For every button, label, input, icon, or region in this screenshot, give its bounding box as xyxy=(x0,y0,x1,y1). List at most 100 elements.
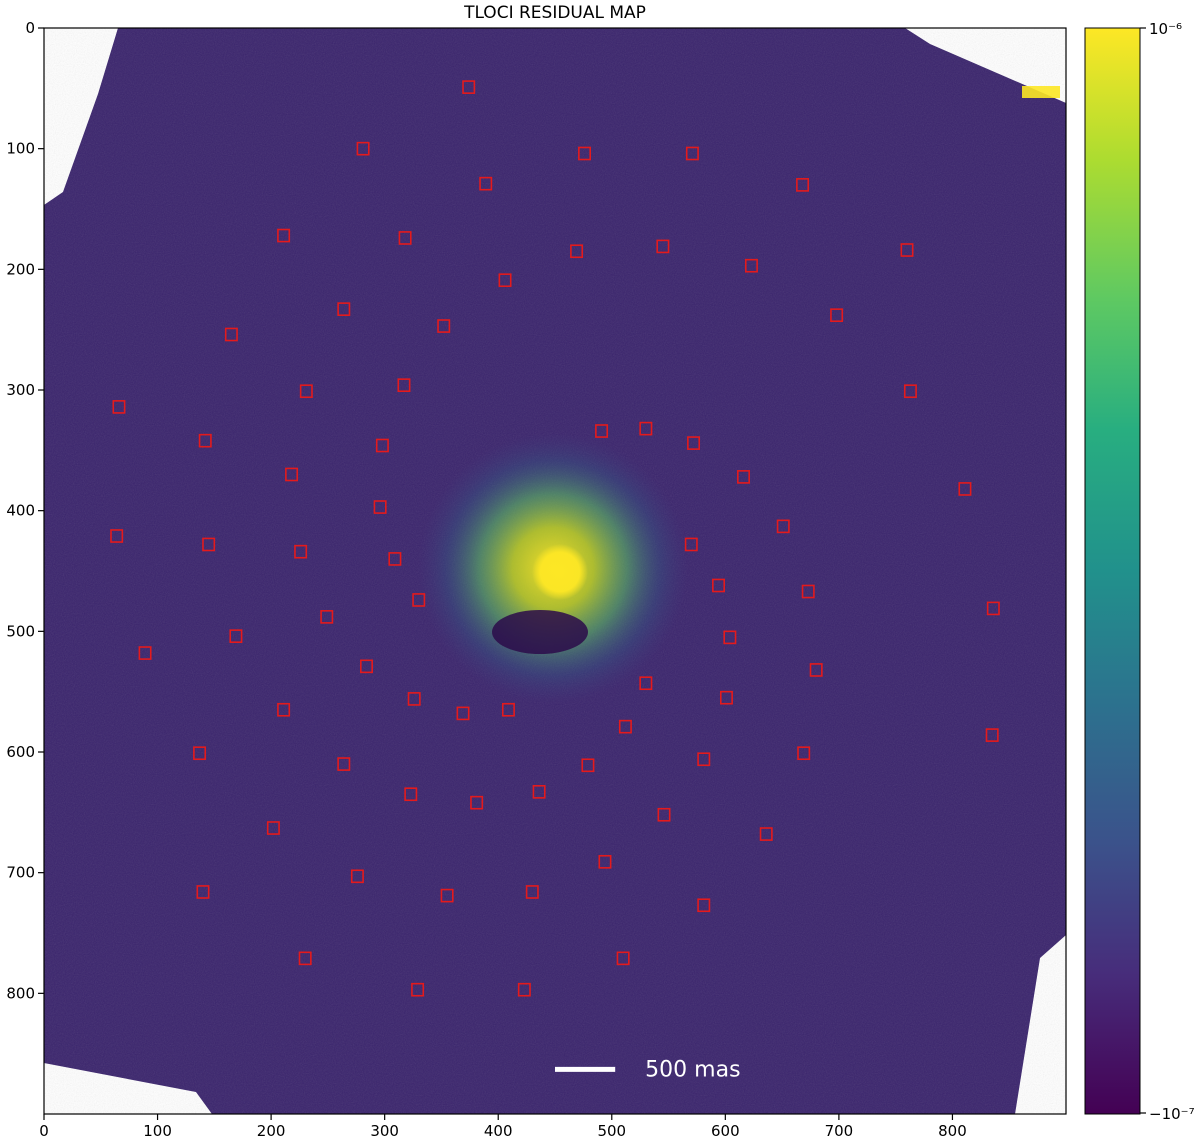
y-tick-label: 600 xyxy=(6,743,35,761)
marker-square xyxy=(299,384,313,399)
chart-title: TLOCI RESIDUAL MAP xyxy=(463,3,646,23)
marker-square xyxy=(298,951,312,966)
x-tick-label: 600 xyxy=(711,1122,740,1140)
marker-square xyxy=(958,482,972,496)
marker-square xyxy=(277,702,291,717)
x-tick-label: 200 xyxy=(257,1122,286,1140)
marker-square xyxy=(985,728,999,742)
marker-square xyxy=(229,629,243,643)
marker-square xyxy=(796,178,810,192)
scale-bar-label: 500 mas xyxy=(645,1057,740,1082)
marker-square xyxy=(360,659,373,674)
marker-square xyxy=(337,757,351,771)
marker-square xyxy=(712,578,725,593)
y-tick-label: 500 xyxy=(6,622,35,640)
x-tick-label: 400 xyxy=(484,1122,513,1140)
marker-square xyxy=(900,243,914,257)
colorbar-gradient xyxy=(1084,27,1141,1115)
x-tick-label: 300 xyxy=(370,1122,399,1140)
scale-bar: 500 mas xyxy=(555,1057,741,1082)
x-axis: 0 100 200 300 400 500 600 700 800 xyxy=(39,1114,967,1140)
marker-square xyxy=(198,433,212,448)
marker-square xyxy=(138,646,152,660)
colorbar: 10⁻⁶ −10⁻⁷ xyxy=(1084,20,1195,1123)
plot-frame xyxy=(43,27,1067,1115)
marker-square xyxy=(723,630,737,645)
marker-square xyxy=(398,231,412,245)
marker-square xyxy=(830,308,844,323)
marker-square xyxy=(479,176,493,191)
marker-square xyxy=(320,610,334,624)
marker-square xyxy=(517,982,531,997)
marker-square xyxy=(595,424,609,438)
marker-square xyxy=(266,821,280,835)
y-tick-label: 300 xyxy=(6,381,35,399)
marker-square xyxy=(498,273,512,288)
marker-square xyxy=(639,421,653,436)
y-tick-label: 0 xyxy=(25,19,35,37)
marker-square xyxy=(196,885,210,899)
marker-square xyxy=(440,888,454,903)
marker-square xyxy=(224,327,238,342)
marker-square xyxy=(193,746,207,761)
marker-square xyxy=(903,384,917,399)
marker-square xyxy=(578,146,592,161)
marker-square xyxy=(525,885,539,899)
marker-group xyxy=(110,80,1000,997)
marker-square xyxy=(719,690,733,705)
marker-square xyxy=(407,692,421,706)
marker-square xyxy=(639,676,653,691)
y-axis: 0 100 200 300 400 500 600 700 800 xyxy=(6,19,44,1002)
plot-area: 500 mas xyxy=(44,28,1066,1114)
marker-square xyxy=(744,258,758,273)
y-tick-label: 800 xyxy=(6,984,35,1002)
marker-square xyxy=(202,537,216,552)
marker-square xyxy=(684,537,698,552)
marker-square xyxy=(801,584,815,599)
marker-square xyxy=(618,719,632,734)
marker-square xyxy=(294,544,308,559)
marker-square xyxy=(797,746,811,761)
marker-square xyxy=(437,319,451,333)
marker-square xyxy=(470,795,484,810)
marker-square xyxy=(809,663,823,677)
marker-square xyxy=(397,378,411,393)
marker-square xyxy=(986,601,1000,616)
marker-square xyxy=(337,302,351,316)
marker-square xyxy=(657,807,671,822)
marker-square xyxy=(110,529,124,543)
marker-square xyxy=(404,787,418,802)
marker-square xyxy=(375,438,389,453)
marker-square xyxy=(411,982,425,997)
marker-square xyxy=(112,400,126,414)
marker-square xyxy=(616,951,630,966)
marker-square xyxy=(737,470,750,484)
residual-core xyxy=(532,544,588,600)
marker-square xyxy=(776,519,790,534)
marker-square xyxy=(285,467,299,482)
y-tick-label: 200 xyxy=(6,260,35,278)
y-tick-label: 100 xyxy=(6,140,35,158)
y-tick-label: 700 xyxy=(6,864,35,882)
marker-square xyxy=(277,228,291,243)
marker-square xyxy=(697,752,711,767)
colorbar-max-label: 10⁻⁶ xyxy=(1149,20,1182,38)
marker-square xyxy=(685,146,699,161)
marker-square xyxy=(350,869,364,884)
marker-square xyxy=(598,854,612,869)
x-tick-label: 0 xyxy=(39,1122,49,1140)
marker-square xyxy=(462,80,476,94)
marker-square xyxy=(759,827,773,841)
marker-square xyxy=(388,552,402,566)
marker-square xyxy=(581,758,595,773)
marker-square xyxy=(456,706,470,721)
edge-artifact xyxy=(1022,86,1060,98)
x-tick-label: 100 xyxy=(143,1122,172,1140)
x-tick-label: 700 xyxy=(825,1122,854,1140)
dark-lobe xyxy=(492,610,588,654)
marker-square xyxy=(697,898,711,913)
marker-square xyxy=(356,141,370,156)
x-tick-label: 500 xyxy=(597,1122,626,1140)
marker-square xyxy=(570,244,584,259)
